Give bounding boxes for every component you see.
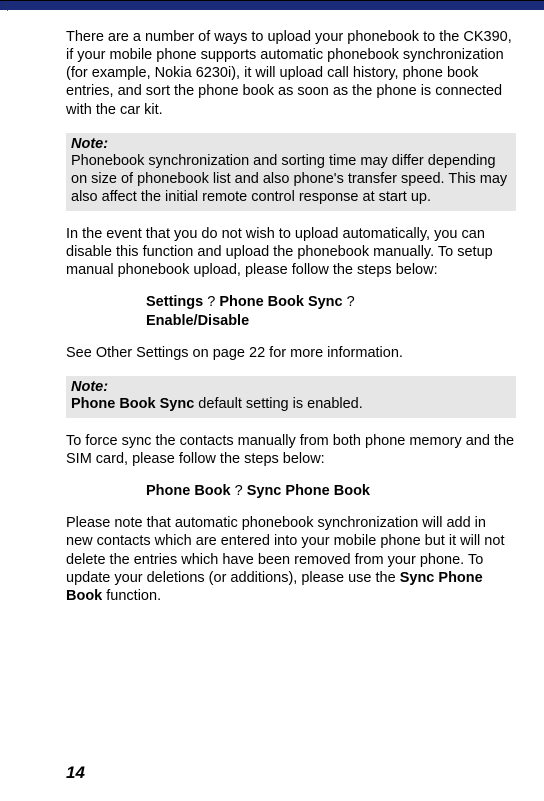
page-content: There are a number of ways to upload you… — [0, 10, 544, 605]
text-run: function. — [102, 588, 161, 604]
note-label: Note: — [71, 136, 511, 152]
menu-separator: ? — [235, 483, 247, 499]
menu-segment: Phone Book Sync — [219, 294, 342, 310]
note-label: Note: — [71, 379, 511, 395]
body-paragraph: To force sync the contacts manually from… — [66, 432, 516, 468]
note-text: Phonebook synchronization and sorting ti… — [71, 152, 511, 206]
crop-mark: ┐ — [4, 0, 11, 11]
menu-path: Phone Book ? Sync Phone Book — [66, 482, 516, 500]
note-box: Note: Phonebook synchronization and sort… — [66, 133, 516, 211]
body-paragraph: See Other Settings on page 22 for more i… — [66, 344, 516, 362]
page-ref: 22 — [249, 345, 265, 361]
menu-path: Settings ? Phone Book Sync ? Enable/Disa… — [66, 293, 516, 329]
text-run: default setting is enabled. — [194, 396, 362, 412]
menu-segment: Enable/Disable — [146, 313, 249, 329]
page-number: 14 — [66, 763, 85, 783]
body-paragraph: There are a number of ways to upload you… — [66, 28, 516, 119]
bold-term: Phone Book Sync — [71, 396, 194, 412]
menu-segment: Sync Phone Book — [247, 483, 370, 499]
body-paragraph: Please note that automatic phonebook syn… — [66, 514, 516, 605]
menu-separator: ? — [207, 294, 219, 310]
menu-separator: ? — [347, 294, 355, 310]
menu-segment: Phone Book — [146, 483, 231, 499]
note-text: Phone Book Sync default setting is enabl… — [71, 395, 511, 413]
note-box: Note: Phone Book Sync default setting is… — [66, 376, 516, 418]
body-paragraph: In the event that you do not wish to upl… — [66, 225, 516, 279]
text-run: See Other Settings on page — [66, 345, 249, 361]
text-run: for more information. — [265, 345, 403, 361]
menu-segment: Settings — [146, 294, 203, 310]
header-bar — [0, 0, 544, 10]
